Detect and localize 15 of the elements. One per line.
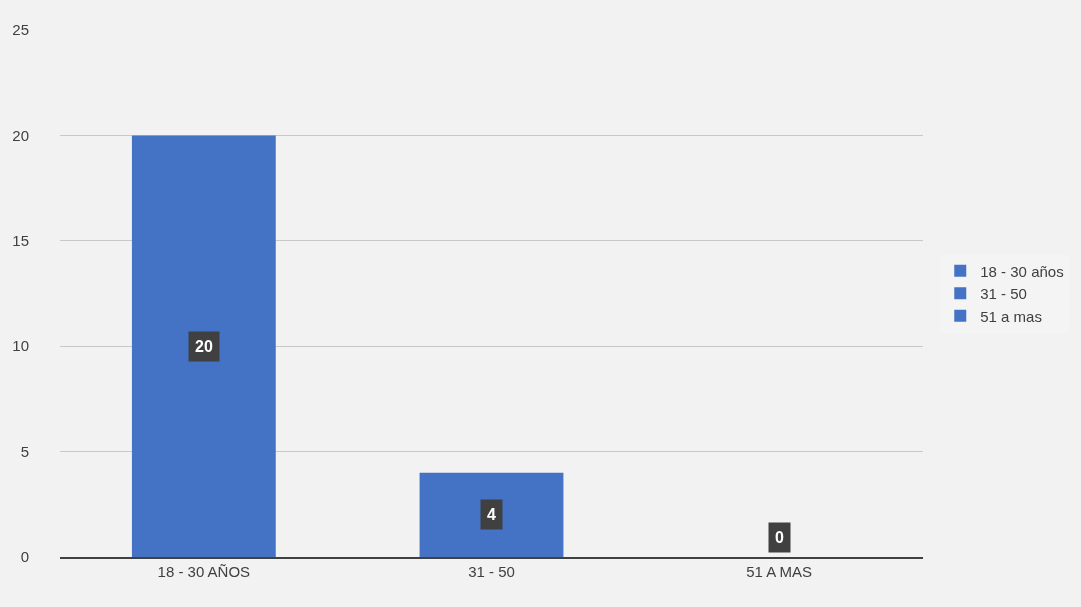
data-label: 4 — [487, 506, 496, 523]
y-tick-label: 20 — [12, 126, 29, 144]
x-tick-label: 51 A MAS — [746, 563, 813, 580]
legend-label: 31 - 50 — [980, 285, 1027, 303]
x-tick-label: 31 - 50 — [468, 563, 515, 580]
x-tick-label: 18 - 30 AÑOS — [157, 563, 251, 580]
legend-label: 51 a mas — [980, 307, 1042, 325]
legend-label: 18 - 30 años — [980, 262, 1064, 280]
y-tick-label: 10 — [12, 337, 29, 355]
data-label: 20 — [195, 338, 213, 355]
y-tick-label: 0 — [20, 548, 29, 566]
data-label: 0 — [775, 529, 784, 546]
y-tick-label: 25 — [12, 21, 29, 39]
y-tick-label: 5 — [20, 442, 29, 460]
y-tick-label: 15 — [12, 232, 29, 250]
